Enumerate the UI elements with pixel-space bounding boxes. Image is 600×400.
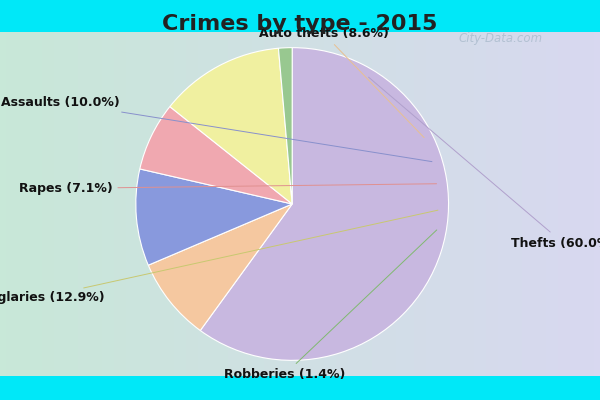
Text: Auto thefts (8.6%): Auto thefts (8.6%) [259, 27, 424, 138]
Wedge shape [140, 107, 292, 204]
Wedge shape [148, 204, 292, 330]
Text: City-Data.com: City-Data.com [458, 32, 542, 45]
Text: Rapes (7.1%): Rapes (7.1%) [19, 182, 437, 195]
Wedge shape [200, 48, 449, 360]
Text: Burglaries (12.9%): Burglaries (12.9%) [0, 210, 438, 304]
Wedge shape [136, 169, 292, 265]
Text: Robberies (1.4%): Robberies (1.4%) [224, 230, 437, 381]
Wedge shape [278, 48, 292, 204]
Text: Assaults (10.0%): Assaults (10.0%) [1, 96, 432, 162]
Text: Crimes by type - 2015: Crimes by type - 2015 [163, 14, 437, 34]
Wedge shape [170, 48, 292, 204]
Text: Thefts (60.0%): Thefts (60.0%) [368, 77, 600, 250]
